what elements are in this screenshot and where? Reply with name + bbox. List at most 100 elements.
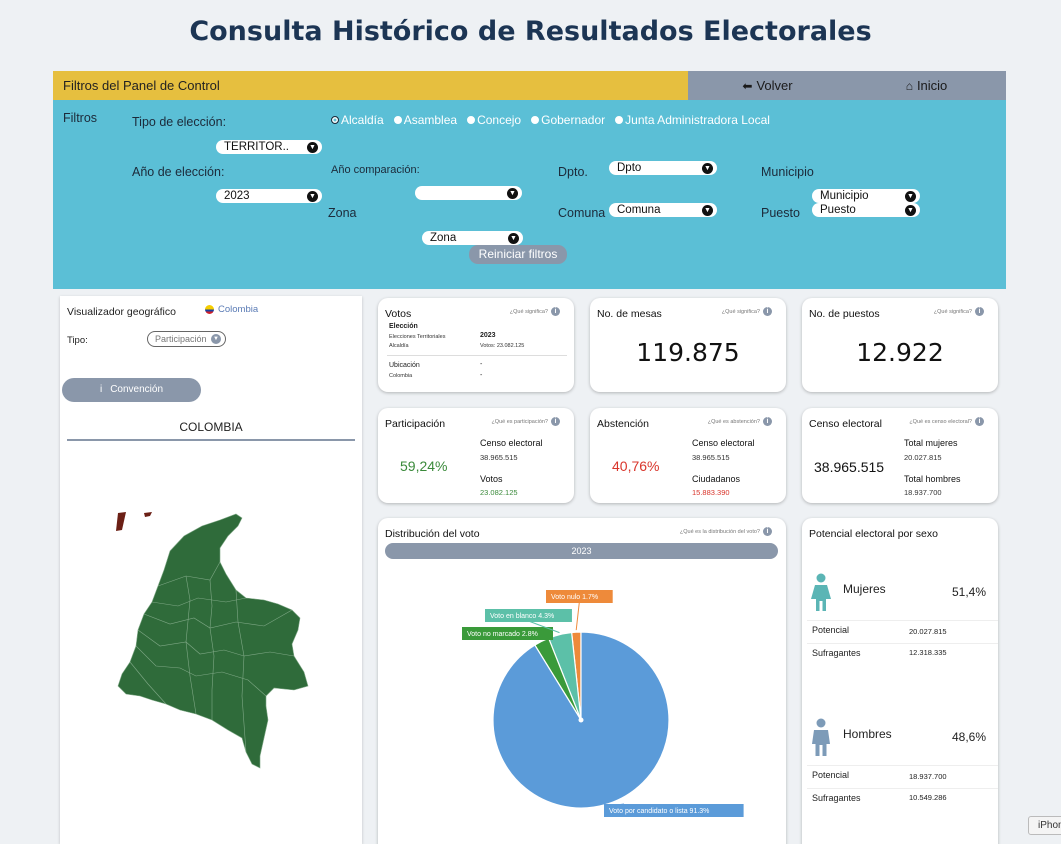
anio-comparacion-select[interactable]: ▼: [415, 186, 522, 200]
radio-selected-icon: [331, 116, 339, 124]
san-andres-island: [116, 512, 126, 531]
home-button[interactable]: ⌂ Inicio: [847, 71, 1006, 100]
pie-label-box: [546, 590, 613, 603]
chevron-down-icon: ▼: [905, 204, 916, 216]
mujeres-potencial-row: Potencial 20.027.815: [807, 620, 998, 642]
eleccion-sub: Alcaldía: [389, 343, 409, 349]
geo-visualizer: Visualizador geográfico Colombia Tipo: P…: [60, 296, 362, 844]
comuna-select[interactable]: Comuna ▼: [609, 203, 717, 217]
anio-eleccion-label: Año de elección:: [132, 165, 225, 179]
radio-jal[interactable]: Junta Administradora Local: [615, 113, 770, 127]
mujeres-sufragantes-row: Sufragantes 12.318.335: [807, 643, 998, 662]
colombia-territory: [117, 513, 309, 769]
hombres-label: Hombres: [843, 727, 892, 741]
colombia-map[interactable]: [60, 506, 362, 806]
distribucion-info[interactable]: ¿Qué es la distribución del voto? i: [680, 527, 772, 536]
votos-line: Votos: 23.082.125: [480, 343, 525, 349]
puesto-select[interactable]: Puesto ▼: [812, 203, 920, 217]
home-label: Inicio: [916, 78, 948, 93]
distribucion-title: Distribución del voto: [385, 528, 480, 540]
puestos-title: No. de puestos: [809, 308, 880, 320]
participacion-info[interactable]: ¿Qué es participación? i: [491, 417, 560, 426]
providencia-island: [144, 512, 152, 517]
tipo-label: Tipo:: [67, 335, 88, 346]
censo-label: Censo electoral: [480, 438, 543, 448]
censo-info[interactable]: ¿Qué es censo electoral? i: [909, 417, 984, 426]
abstencion-card: Abstención ¿Qué es abstención? i 40,76% C…: [590, 408, 786, 503]
distribucion-card: Distribución del voto ¿Qué es la distrib…: [378, 518, 786, 844]
hombres-sufragantes-row: Sufragantes 10.549.286: [807, 788, 998, 807]
censo-label: Censo electoral: [692, 438, 755, 448]
nav-buttons: ⬅ Volver ⌂ Inicio: [688, 71, 1006, 100]
pie-label-box: [462, 627, 553, 640]
chevron-down-icon: ▼: [507, 187, 518, 199]
top-bar: Filtros del Panel de Control ⬅ Volver ⌂ In…: [53, 71, 1006, 100]
participacion-card: Participación ¿Qué es participación? i 59…: [378, 408, 574, 503]
hombres-potencial-row: Potencial 18.937.700: [807, 765, 998, 787]
geo-title: Visualizador geográfico: [67, 306, 176, 318]
censo-value: 38.965.515: [480, 453, 518, 462]
zona-select[interactable]: Zona ▼: [422, 231, 523, 245]
chevron-down-icon: ▼: [307, 141, 318, 153]
anio-select[interactable]: 2023 ▼: [216, 189, 322, 203]
tipo-eleccion-label: Tipo de elección:: [132, 115, 227, 129]
info-icon: i: [763, 307, 772, 316]
info-icon: i: [975, 417, 984, 426]
pie-label-box: [485, 609, 572, 622]
radio-concejo[interactable]: Concejo: [467, 113, 521, 127]
reset-filters-button[interactable]: Reiniciar filtros: [469, 245, 567, 264]
mesas-info[interactable]: ¿Qué significa? i: [722, 307, 772, 316]
puesto-label: Puesto: [761, 206, 800, 220]
participacion-pct: 59,24%: [400, 458, 448, 474]
territorio-select[interactable]: TERRITOR.. ▼: [216, 140, 322, 154]
zona-label: Zona: [328, 206, 357, 220]
tipo-select[interactable]: Participación ▼: [147, 331, 226, 347]
comuna-label: Comuna: [558, 206, 606, 220]
chevron-down-icon: ▼: [702, 162, 713, 174]
puestos-info[interactable]: ¿Qué significa? i: [934, 307, 984, 316]
info-icon: i: [99, 384, 103, 395]
eleccion-label: Elección: [389, 323, 418, 330]
abstencion-title: Abstención: [597, 418, 649, 430]
device-tag[interactable]: iPhone: [1028, 816, 1061, 835]
page-title: Consulta Histórico de Resultados Elector…: [189, 16, 872, 47]
radio-alcaldia[interactable]: Alcaldía: [331, 113, 384, 127]
radio-gobernador[interactable]: Gobernador: [531, 113, 605, 127]
radio-asamblea[interactable]: Asamblea: [393, 113, 457, 127]
radio-icon: [467, 116, 476, 124]
anio-comparacion-label: Año comparación:: [331, 164, 420, 176]
radio-icon: [615, 116, 624, 124]
map-title: COLOMBIA: [67, 420, 355, 441]
municipio-select[interactable]: Municipio ▼: [812, 189, 920, 203]
back-label: Volver: [756, 78, 793, 93]
abstencion-info[interactable]: ¿Qué es abstención? i: [708, 417, 772, 426]
male-person-icon: [812, 718, 830, 756]
info-icon: i: [763, 527, 772, 536]
ciudadanos-value: 15.883.390: [692, 488, 730, 497]
mesas-title: No. de mesas: [597, 308, 662, 320]
dash-2: -: [480, 372, 483, 379]
mujeres-value: 20.027.815: [904, 453, 942, 462]
censo-value: 38.965.515: [692, 453, 730, 462]
hombres-label: Total hombres: [904, 474, 961, 484]
female-person-icon: [811, 573, 831, 611]
pie-data-label: Voto no marcado 2.8%: [467, 631, 538, 638]
potencial-title: Potencial electoral por sexo: [809, 528, 938, 540]
puestos-card: No. de puestos ¿Qué significa? i 12.922: [802, 298, 998, 392]
hombres-value: 18.937.700: [904, 488, 942, 497]
divider: [387, 355, 567, 356]
mujeres-label: Total mujeres: [904, 438, 958, 448]
info-icon: i: [763, 417, 772, 426]
back-arrow-icon: ⬅: [742, 79, 753, 93]
vote-distribution-pie[interactable]: Voto por candidato o lista 91.3% Voto no …: [378, 566, 786, 844]
pie-leader-line: [575, 601, 580, 631]
dpto-select[interactable]: Dpto ▼: [609, 161, 717, 175]
convention-button[interactable]: i Convención: [62, 378, 201, 402]
filters-panel: Filtros Tipo de elección: Alcaldía Asamb…: [53, 100, 1006, 289]
mesas-card: No. de mesas ¿Qué significa? i 119.875: [590, 298, 786, 392]
tipo-eleccion-radios: Alcaldía Asamblea Concejo Gobernador Jun…: [331, 113, 770, 127]
back-button[interactable]: ⬅ Volver: [688, 71, 847, 100]
votos-info[interactable]: ¿Qué significa? i: [510, 307, 560, 316]
pie-data-label: Voto nulo 1.7%: [551, 594, 598, 601]
chevron-down-icon: ▼: [702, 204, 713, 216]
